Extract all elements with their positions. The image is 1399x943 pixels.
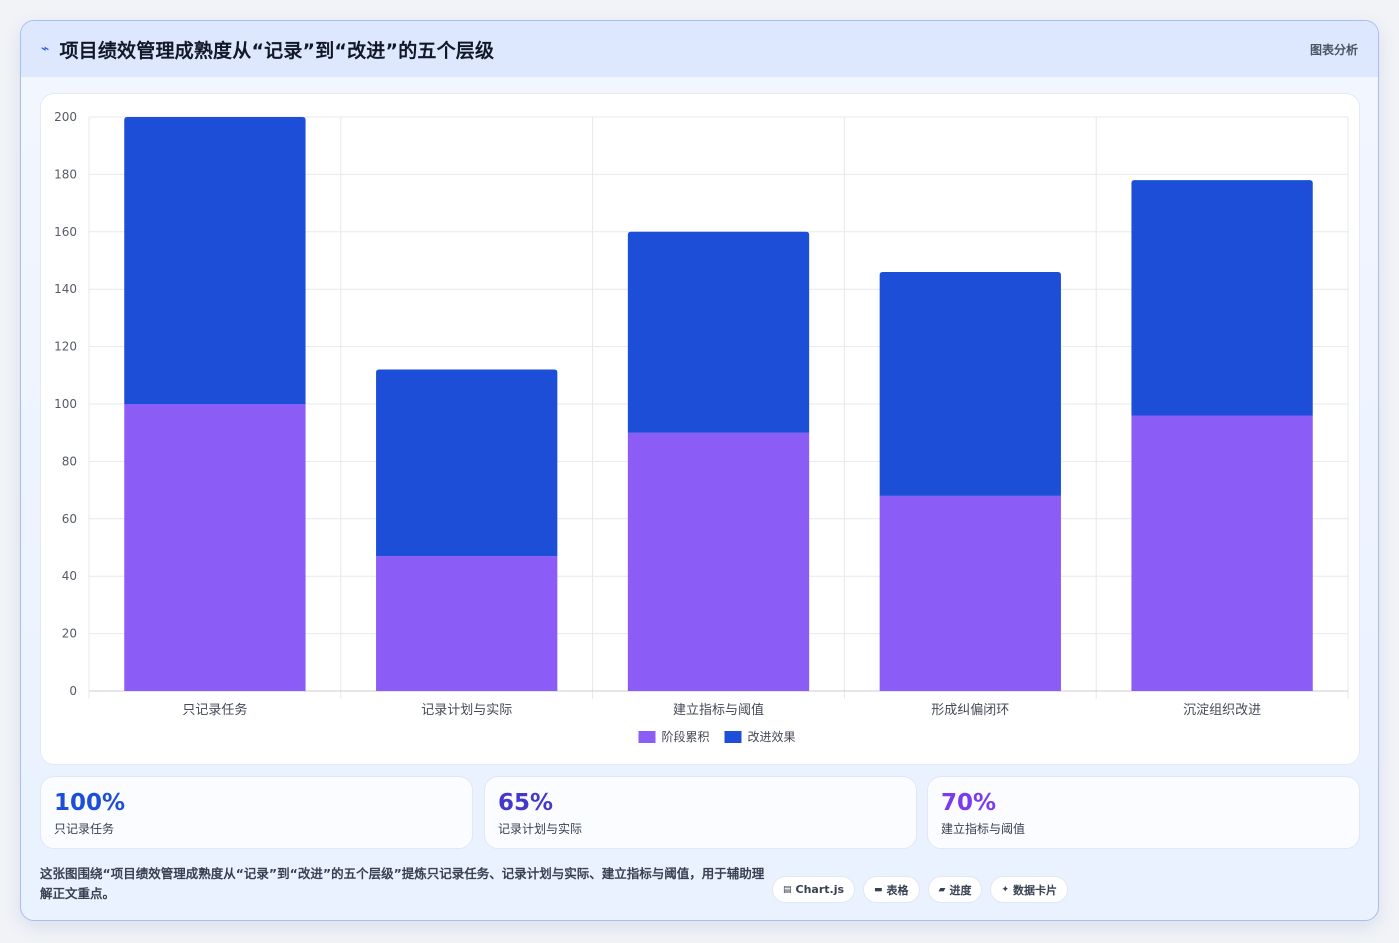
y-tick-label: 120: [54, 340, 77, 354]
chart-icon: ▤: [783, 884, 792, 895]
kpi-label-2: 记录计划与实际: [498, 822, 583, 836]
kpi-label-3: 建立指标与阈值: [941, 822, 1026, 836]
tag-chartjs[interactable]: ▤ Chart.js: [772, 876, 856, 903]
y-tick-label: 160: [54, 225, 77, 239]
bar-segment-2: [627, 231, 810, 433]
legend-label: 阶段累积: [662, 729, 710, 744]
bar-segment-2: [376, 369, 558, 557]
tag-label: 数据卡片: [1013, 883, 1058, 897]
y-tick-label: 60: [62, 512, 77, 526]
x-category-label: 沉淀组织改进: [1183, 703, 1261, 718]
kpi-card-2: 65% 记录计划与实际: [484, 776, 917, 849]
tag-label: Chart.js: [795, 883, 845, 896]
tag-label: 进度: [949, 883, 972, 897]
chart-analysis-label: 图表分析: [1309, 42, 1358, 57]
y-tick-label: 200: [54, 110, 77, 124]
kpi-card-3: 70% 建立指标与阈值: [927, 776, 1360, 849]
stacked-bar-chart: 0 20 40 60 80 100 120 140 160 180 200 只记录任务 记录计划与实际 建…: [54, 110, 1349, 744]
kpi-card-1: 100% 只记录任务: [40, 776, 473, 849]
sparkline-icon: ⌁: [41, 41, 50, 57]
y-tick-label: 180: [54, 167, 77, 181]
bar-segment-1: [627, 432, 810, 691]
chart-title: 项目绩效管理成熟度从“记录”到“改进”的五个层级: [59, 39, 495, 62]
tag-data-card[interactable]: ✦ 数据卡片: [990, 876, 1069, 903]
bar-segment-1: [1131, 415, 1313, 691]
y-tick-label: 100: [54, 397, 77, 411]
y-tick-label: 80: [62, 454, 77, 468]
bar-segment-2: [1131, 180, 1313, 416]
tag-table[interactable]: ▬ 表格: [863, 876, 920, 903]
chart-panel: 0 20 40 60 80 100 120 140 160 180 200 只记录任务 记录计划与实际 建…: [40, 93, 1360, 765]
bar-segment-2: [879, 271, 1061, 496]
x-category-label: 形成纠偏闭环: [931, 703, 1009, 718]
y-tick-label: 20: [62, 627, 77, 641]
table-icon: ▬: [874, 884, 883, 895]
legend-swatch: [638, 731, 656, 743]
legend-swatch: [724, 731, 742, 743]
tag-progress[interactable]: ▰ 进度: [927, 876, 983, 903]
kpi-value-2: 65%: [498, 790, 554, 816]
bar-segment-2: [124, 117, 306, 404]
y-tick-label: 40: [62, 569, 77, 583]
bar-segment-1: [124, 404, 306, 691]
card-header: ⌁ 项目绩效管理成熟度从“记录”到“改进”的五个层级 图表分析: [21, 21, 1378, 77]
tag-list: ▤ Chart.js ▬ 表格 ▰ 进度 ✦ 数据卡片: [772, 876, 1069, 903]
kpi-label-1: 只记录任务: [54, 822, 115, 836]
bar-segment-1: [376, 556, 558, 691]
y-tick-label: 0: [69, 684, 77, 698]
x-category-label: 建立指标与阈值: [673, 702, 764, 718]
x-category-label: 记录计划与实际: [421, 703, 512, 718]
card-icon: ✦: [1001, 884, 1010, 895]
y-tick-label: 140: [54, 282, 77, 296]
kpi-value-1: 100%: [54, 790, 126, 816]
x-category-label: 只记录任务: [182, 702, 247, 718]
legend-label: 改进效果: [748, 729, 796, 744]
bar-segment-1: [879, 495, 1061, 691]
tag-label: 表格: [886, 883, 909, 897]
kpi-value-3: 70%: [941, 790, 997, 816]
progress-icon: ▰: [938, 884, 946, 895]
chart-description: 这张图围绕“项目绩效管理成熟度从“记录”到“改进”的五个层级”提炼只记录任务、记…: [40, 866, 765, 901]
chart-card: ⌁ 项目绩效管理成熟度从“记录”到“改进”的五个层级 图表分析 0 20 40 60 8…: [20, 20, 1379, 921]
